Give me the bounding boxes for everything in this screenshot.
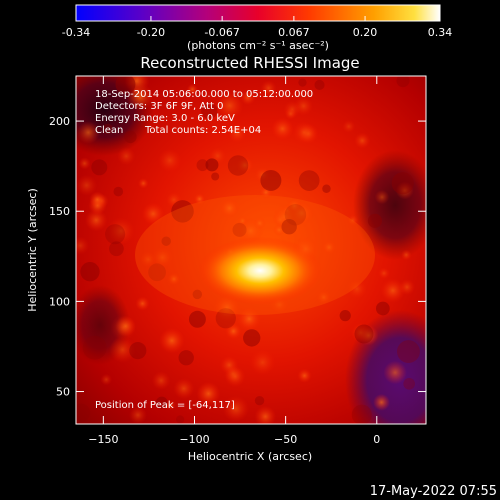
colorbar-units: (photons cm⁻² s⁻¹ asec⁻²) — [187, 39, 329, 52]
x-tick-label: −150 — [88, 433, 118, 446]
footer-timestamp: 17-May-2022 07:55 — [370, 484, 497, 499]
peak-source — [198, 236, 323, 305]
colorbar-tick-label: 0.067 — [278, 26, 310, 39]
colorbar — [76, 5, 440, 21]
colorbar-tick-label: -0.34 — [62, 26, 90, 39]
colorbar-tick-label: 0.34 — [428, 26, 453, 39]
axis-ticks: −150 −100 −50 0 50 100 150 200 — [49, 76, 426, 446]
colorbar-ticks: -0.34 -0.20 -0.067 0.067 0.20 0.34 — [62, 16, 452, 39]
method-label: Clean — [95, 125, 123, 136]
energy-range-label: Energy Range: 3.0 - 6.0 keV — [95, 113, 235, 124]
y-tick-label: 50 — [56, 386, 70, 399]
colorbar-tick-label: 0.20 — [353, 26, 378, 39]
y-tick-label: 150 — [49, 205, 70, 218]
peak-position-label: Position of Peak = [-64,117] — [95, 400, 235, 411]
colorbar-tick-label: -0.067 — [204, 26, 239, 39]
x-tick-label: −100 — [179, 433, 209, 446]
y-axis-label: Heliocentric Y (arcsec) — [26, 188, 39, 312]
heatmap-image — [76, 76, 426, 424]
x-tick-label: 0 — [373, 433, 380, 446]
x-tick-label: −50 — [274, 433, 297, 446]
plot-frame — [75, 75, 427, 425]
detectors-label: Detectors: 3F 6F 9F, Att 0 — [95, 101, 223, 112]
colorbar-tick-label: -0.20 — [137, 26, 165, 39]
time-range-label: 18-Sep-2014 05:06:00.000 to 05:12:00.000 — [95, 89, 313, 100]
y-tick-label: 100 — [49, 295, 70, 308]
x-axis-label: Heliocentric X (arcsec) — [188, 450, 312, 463]
colorbar-frame — [75, 4, 441, 22]
total-counts-label: Total counts: 2.54E+04 — [144, 125, 261, 136]
y-tick-label: 200 — [49, 115, 70, 128]
chart-title: Reconstructed RHESSI Image — [140, 54, 359, 72]
